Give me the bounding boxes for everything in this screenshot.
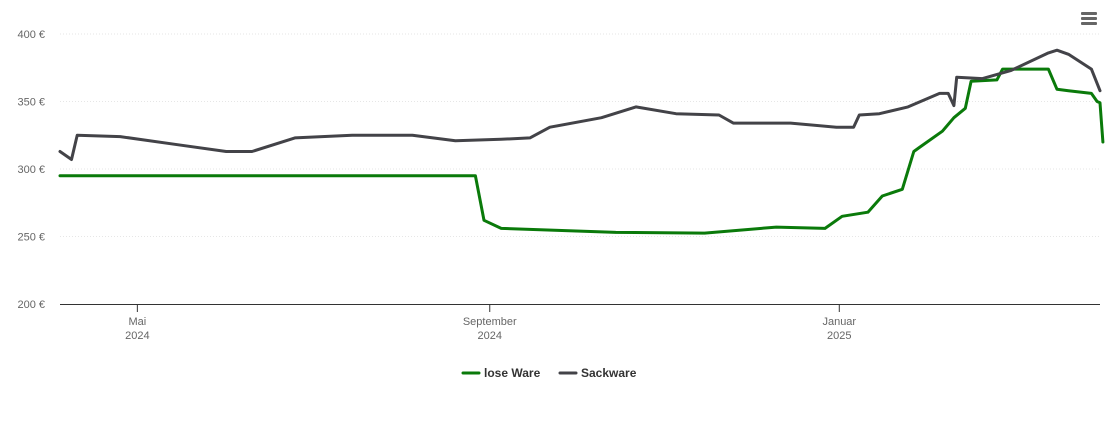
- x-tick-label-year: 2024: [478, 330, 502, 342]
- series-lines: [58, 48, 1105, 235]
- legend-label: Sackware: [581, 366, 637, 380]
- legend-label: lose Ware: [484, 366, 541, 380]
- y-tick-label: 400 €: [17, 29, 45, 41]
- y-tick-label: 200 €: [17, 299, 45, 311]
- x-tick-label-month: Mai: [128, 316, 146, 328]
- legend: lose Ware Sackware: [461, 366, 637, 380]
- y-axis-ticks: 200 € 250 € 300 € 350 € 400 €: [17, 29, 45, 311]
- hamburger-menu-icon[interactable]: [1077, 10, 1101, 32]
- x-axis-ticks: Mai 2024 September 2024 Januar 2025: [125, 304, 856, 342]
- y-tick-label: 300 €: [17, 164, 45, 176]
- x-tick-label-year: 2025: [827, 330, 851, 342]
- y-tick-label: 350 €: [17, 97, 45, 109]
- series-line-0[interactable]: [58, 67, 1105, 235]
- x-tick-label-month: September: [463, 316, 517, 328]
- legend-item-1[interactable]: Sackware: [558, 366, 637, 380]
- x-tick-label-year: 2024: [125, 330, 149, 342]
- legend-item-0[interactable]: lose Ware: [461, 366, 541, 380]
- y-tick-label: 250 €: [17, 232, 45, 244]
- x-tick-label-month: Januar: [822, 316, 856, 328]
- series-line-1[interactable]: [58, 48, 1102, 161]
- grid-lines: [60, 33, 1100, 237]
